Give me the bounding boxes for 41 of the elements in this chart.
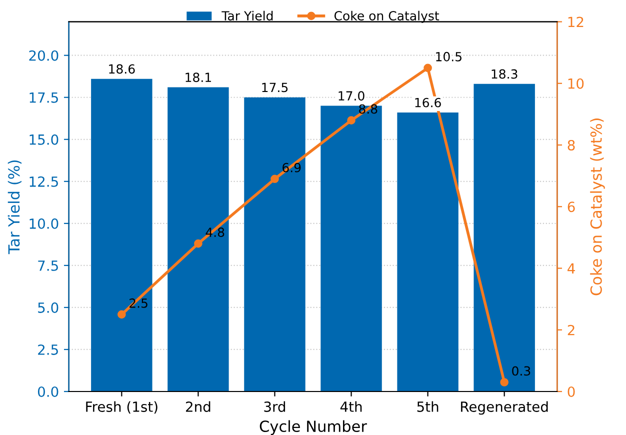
y-tick-label: 2.5 (38, 344, 58, 355)
point (118, 310, 126, 319)
y-tick-label: 15.0 (30, 134, 58, 145)
y-tick-label: 0.0 (38, 386, 58, 397)
point (424, 64, 432, 72)
point (347, 116, 356, 125)
y2-axis-title: Coke on Catalyst (wt%) (590, 118, 605, 296)
y2-tick-label: 12 (568, 16, 584, 28)
point (500, 378, 508, 386)
y-tick-label: 5.0 (38, 302, 58, 313)
data-label: 17.0 (338, 91, 364, 101)
y2-tick-label: 4 (568, 263, 575, 274)
x-tick-label: 3rd (264, 401, 286, 412)
y2-tick-label: 10 (568, 78, 584, 89)
point (270, 174, 279, 184)
data-label: 17.5 (262, 82, 288, 92)
y2-tick-label: 8 (568, 140, 575, 150)
data-label: 18.6 (109, 64, 135, 74)
x-tick-label: 5th (417, 401, 438, 412)
y-tick-label: 20.0 (29, 50, 58, 61)
x-axis-title: Cycle Number (260, 420, 367, 435)
y-tick-label: 10.0 (30, 218, 58, 229)
y-tick-label: 7.5 (38, 260, 58, 271)
data-label: 0.3 (512, 366, 530, 376)
data-label: 18.1 (186, 72, 211, 82)
data-label: 10.5 (436, 52, 462, 62)
x-tick-label: 4th (340, 401, 362, 412)
y2-tick-label: 2 (568, 324, 574, 336)
point (194, 239, 202, 248)
y2-tick-label: 6 (568, 202, 575, 212)
y-tick-label: 17.5 (30, 92, 58, 103)
y-axis-title: Tar Yield (%) (8, 160, 22, 254)
data-label: 18.3 (492, 69, 518, 79)
legend-label: Tar Yield (222, 10, 273, 20)
x-tick-label: Regenerated (461, 401, 548, 415)
y2-tick-label: 0 (568, 386, 575, 397)
data-label: 16.6 (415, 98, 441, 108)
x-tick-label: Fresh (1st) (86, 401, 158, 414)
legend-label: Coke on Catalyst (334, 10, 440, 23)
x-tick-label: 2nd (186, 401, 210, 412)
y-tick-label: 12.5 (30, 176, 58, 187)
